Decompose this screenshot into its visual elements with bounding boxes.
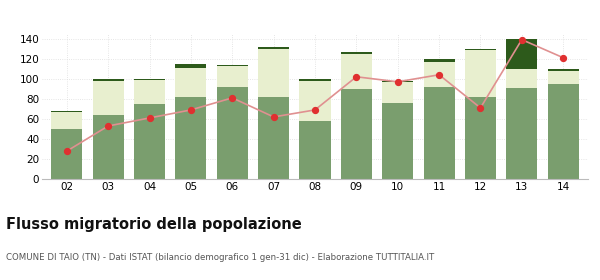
Bar [52,111,82,112]
Bar [52,129,82,179]
Bar [299,121,331,179]
Bar [134,79,165,80]
Bar [548,69,578,71]
Point [145,116,154,120]
Point [559,55,568,60]
Bar [175,97,206,179]
Point [269,115,278,119]
Bar [465,97,496,179]
Bar [506,69,538,88]
Bar [134,104,165,179]
Bar [548,71,578,84]
Point [476,106,485,110]
Point [434,73,444,77]
Bar [465,50,496,97]
Bar [506,39,538,69]
Bar [341,89,372,179]
Bar [299,81,331,121]
Text: COMUNE DI TAIO (TN) - Dati ISTAT (bilancio demografico 1 gen-31 dic) - Elaborazi: COMUNE DI TAIO (TN) - Dati ISTAT (bilanc… [6,253,434,262]
Point [62,149,71,153]
Bar [424,62,455,87]
Point [227,96,237,100]
Bar [299,79,331,81]
Point [517,38,527,42]
Bar [424,87,455,179]
Point [352,74,361,79]
Bar [258,49,289,97]
Bar [258,47,289,49]
Point [103,124,113,128]
Point [310,108,320,112]
Bar [92,79,124,81]
Bar [424,59,455,62]
Point [186,108,196,112]
Bar [341,54,372,89]
Point [393,80,403,84]
Bar [217,66,248,87]
Bar [465,49,496,50]
Bar [175,68,206,97]
Text: Flusso migratorio della popolazione: Flusso migratorio della popolazione [6,217,302,232]
Bar [92,81,124,115]
Bar [217,65,248,66]
Bar [341,52,372,54]
Bar [506,88,538,179]
Bar [92,115,124,179]
Bar [382,81,413,82]
Bar [548,84,578,179]
Bar [134,80,165,104]
Bar [382,103,413,179]
Bar [52,112,82,129]
Bar [175,64,206,68]
Bar [217,87,248,179]
Bar [258,97,289,179]
Bar [382,82,413,103]
